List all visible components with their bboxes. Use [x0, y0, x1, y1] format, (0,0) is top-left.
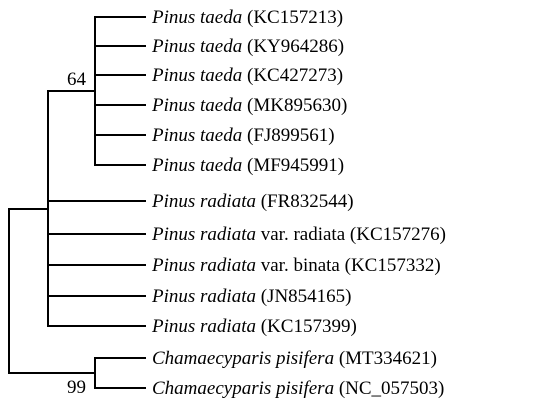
taxon-accession: (MK895630)	[242, 95, 347, 116]
taxon-species: Pinus radiata	[151, 224, 256, 245]
support-value-chamaecyparis: 99	[67, 377, 86, 398]
support-value-pinus-taeda: 64	[67, 69, 87, 90]
taxon-accession: (MT334621)	[334, 348, 437, 369]
taxon-label: Chamaecyparis pisifera (NC_057503)	[152, 378, 444, 399]
taxon-label: Chamaecyparis pisifera (MT334621)	[152, 348, 437, 369]
taxon-species: Pinus taeda	[151, 36, 242, 57]
taxon-accession: (KC157213)	[242, 7, 343, 28]
taxon-species: Pinus taeda	[151, 7, 242, 28]
tree-branches	[8, 16, 146, 389]
taxon-accession: (KY964286)	[242, 36, 344, 57]
taxon-label: Pinus taeda (KC157213)	[151, 7, 343, 28]
taxon-variety: var. radiata	[256, 224, 346, 245]
taxon-accession: (MF945991)	[242, 155, 344, 176]
taxon-species: Pinus radiata	[151, 286, 256, 307]
taxon-species: Pinus taeda	[151, 155, 242, 176]
taxon-label: Pinus taeda (KY964286)	[151, 36, 344, 57]
taxon-accession: (KC427273)	[242, 65, 343, 86]
taxon-species: Pinus radiata	[151, 191, 256, 212]
taxon-label: Pinus taeda (KC427273)	[151, 65, 343, 86]
taxon-variety: var. binata	[256, 255, 340, 276]
taxon-species: Pinus taeda	[151, 95, 242, 116]
taxon-species: Pinus radiata	[151, 316, 256, 337]
taxon-accession: (FR832544)	[256, 191, 354, 212]
taxon-accession: (FJ899561)	[242, 125, 334, 146]
taxon-species: Pinus taeda	[151, 65, 242, 86]
taxon-label: Pinus taeda (MK895630)	[151, 95, 347, 116]
taxon-label: Pinus radiata var. binata (KC157332)	[151, 255, 441, 276]
taxon-label: Pinus radiata var. radiata (KC157276)	[151, 224, 446, 245]
taxon-label: Pinus radiata (JN854165)	[151, 286, 352, 307]
taxon-accession: (KC157332)	[340, 255, 441, 276]
taxon-species: Pinus taeda	[151, 125, 242, 146]
taxon-label: Pinus radiata (KC157399)	[151, 316, 357, 337]
taxon-accession: (JN854165)	[256, 286, 352, 307]
taxon-label: Pinus radiata (FR832544)	[151, 191, 354, 212]
taxon-label: Pinus taeda (MF945991)	[151, 155, 344, 176]
taxon-accession: (KC157276)	[345, 224, 446, 245]
taxon-accession: (KC157399)	[256, 316, 357, 337]
taxon-species: Pinus radiata	[151, 255, 256, 276]
taxon-accession: (NC_057503)	[334, 378, 444, 399]
taxon-species: Chamaecyparis pisifera	[152, 348, 334, 369]
support-values: 64 99	[67, 69, 87, 398]
taxon-labels: Pinus taeda (KC157213)Pinus taeda (KY964…	[151, 7, 446, 399]
taxon-species: Chamaecyparis pisifera	[152, 378, 334, 399]
taxon-label: Pinus taeda (FJ899561)	[151, 125, 335, 146]
